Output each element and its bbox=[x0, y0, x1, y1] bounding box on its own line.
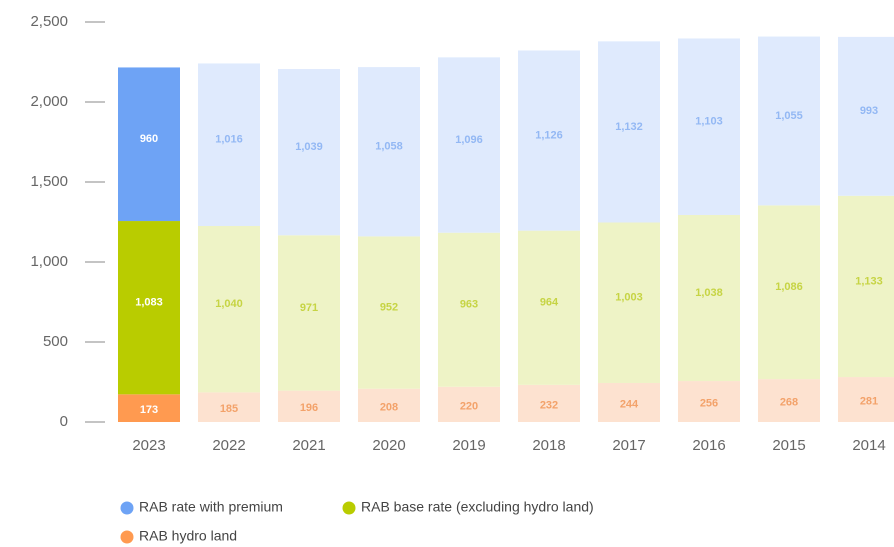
legend-label: RAB rate with premium bbox=[139, 499, 283, 515]
x-tick-label: 2019 bbox=[452, 437, 485, 454]
value-label: 1,055 bbox=[775, 110, 803, 122]
bar-segment bbox=[358, 67, 420, 237]
y-tick-label: 2,500 bbox=[30, 13, 68, 30]
value-label: 1,040 bbox=[215, 298, 243, 310]
value-label: 1,039 bbox=[295, 141, 323, 153]
bar-segment bbox=[438, 57, 500, 233]
value-label: 952 bbox=[380, 301, 398, 313]
legend-swatch bbox=[120, 501, 134, 515]
value-label: 964 bbox=[540, 297, 559, 309]
bar-segment bbox=[758, 379, 820, 422]
bar-segment bbox=[518, 230, 580, 385]
value-label: 1,133 bbox=[855, 275, 883, 287]
bar-segment bbox=[838, 195, 894, 378]
value-label: 1,103 bbox=[695, 116, 723, 128]
bar-segment bbox=[838, 36, 894, 196]
bar-segment bbox=[758, 205, 820, 380]
x-tick-label: 2023 bbox=[132, 437, 165, 454]
value-label: 960 bbox=[140, 133, 158, 145]
x-tick-label: 2022 bbox=[212, 437, 245, 454]
bar-segment bbox=[598, 41, 660, 223]
bar-segment bbox=[278, 69, 340, 236]
bar-segment bbox=[678, 214, 740, 382]
value-label: 1,096 bbox=[455, 134, 483, 146]
bar-segment bbox=[678, 381, 740, 422]
value-label: 963 bbox=[460, 299, 478, 311]
value-label: 971 bbox=[300, 302, 318, 314]
value-label: 1,126 bbox=[535, 129, 563, 141]
legend-label: RAB hydro land bbox=[139, 528, 237, 544]
bar-segment bbox=[278, 390, 340, 422]
bar-segment bbox=[118, 221, 180, 395]
bar-segment bbox=[438, 232, 500, 387]
bar-segment bbox=[118, 394, 180, 422]
bar-segment bbox=[198, 63, 260, 226]
legend-swatch bbox=[342, 501, 356, 515]
x-tick-label: 2015 bbox=[772, 437, 805, 454]
value-label: 268 bbox=[780, 396, 798, 408]
y-tick-label: 1,500 bbox=[30, 173, 68, 190]
bar-segment bbox=[598, 382, 660, 422]
value-label: 1,086 bbox=[775, 281, 803, 293]
x-tick-label: 2018 bbox=[532, 437, 565, 454]
value-label: 232 bbox=[540, 399, 558, 411]
bar-segment bbox=[358, 236, 420, 389]
value-label: 1,003 bbox=[615, 292, 643, 304]
x-tick-label: 2017 bbox=[612, 437, 645, 454]
bar-segment bbox=[198, 392, 260, 422]
value-label: 185 bbox=[220, 403, 238, 415]
legend-label: RAB base rate (excluding hydro land) bbox=[361, 499, 594, 515]
bar-segment bbox=[438, 386, 500, 422]
bar-segment bbox=[358, 388, 420, 422]
value-label: 1,083 bbox=[135, 297, 163, 309]
value-label: 1,038 bbox=[695, 287, 723, 299]
y-tick-label: 500 bbox=[43, 333, 68, 350]
bar-segment bbox=[198, 226, 260, 393]
value-label: 281 bbox=[860, 395, 878, 407]
y-tick-label: 0 bbox=[60, 413, 68, 430]
value-label: 244 bbox=[620, 398, 639, 410]
value-label: 256 bbox=[700, 397, 718, 409]
x-tick-label: 2020 bbox=[372, 437, 405, 454]
bar-segment bbox=[838, 377, 894, 422]
x-tick-label: 2014 bbox=[852, 437, 885, 454]
value-label: 1,058 bbox=[375, 141, 403, 153]
bar-segment bbox=[278, 235, 340, 391]
x-tick-label: 2021 bbox=[292, 437, 325, 454]
value-label: 993 bbox=[860, 105, 878, 117]
bar-segment bbox=[118, 67, 180, 222]
bar-segment bbox=[598, 222, 660, 383]
legend-swatch bbox=[120, 530, 134, 544]
value-label: 208 bbox=[380, 401, 398, 413]
bar-segment bbox=[678, 38, 740, 215]
value-label: 173 bbox=[140, 404, 158, 416]
bar-segment bbox=[518, 50, 580, 231]
value-label: 1,016 bbox=[215, 134, 243, 146]
value-label: 1,132 bbox=[615, 121, 643, 133]
y-tick-label: 2,000 bbox=[30, 93, 68, 110]
value-label: 196 bbox=[300, 402, 318, 414]
bar-segment bbox=[758, 36, 820, 206]
bar-segment bbox=[518, 384, 580, 422]
y-tick-label: 1,000 bbox=[30, 253, 68, 270]
value-label: 220 bbox=[460, 400, 478, 412]
x-tick-label: 2016 bbox=[692, 437, 725, 454]
